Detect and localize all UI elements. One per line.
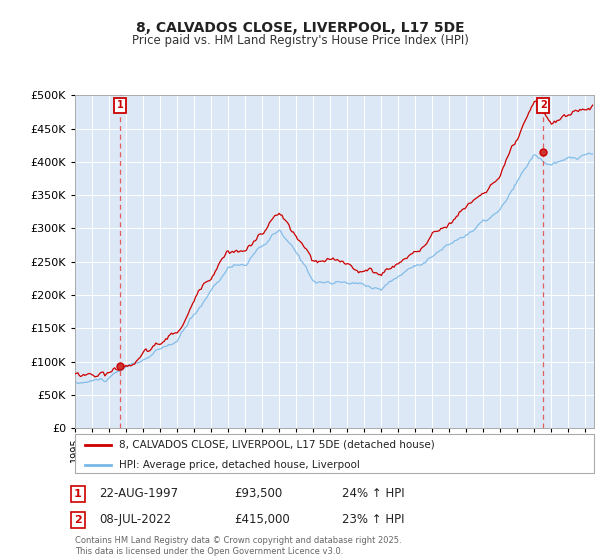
Text: 1: 1 xyxy=(116,100,123,110)
Text: 1: 1 xyxy=(74,489,82,499)
FancyBboxPatch shape xyxy=(75,434,594,473)
Text: Price paid vs. HM Land Registry's House Price Index (HPI): Price paid vs. HM Land Registry's House … xyxy=(131,34,469,46)
Text: HPI: Average price, detached house, Liverpool: HPI: Average price, detached house, Live… xyxy=(119,460,360,470)
Text: 2: 2 xyxy=(74,515,82,525)
Text: 22-AUG-1997: 22-AUG-1997 xyxy=(99,487,178,501)
Text: £415,000: £415,000 xyxy=(234,513,290,526)
Text: 8, CALVADOS CLOSE, LIVERPOOL, L17 5DE (detached house): 8, CALVADOS CLOSE, LIVERPOOL, L17 5DE (d… xyxy=(119,440,435,450)
Text: £93,500: £93,500 xyxy=(234,487,282,501)
Text: 08-JUL-2022: 08-JUL-2022 xyxy=(99,513,171,526)
Text: 8, CALVADOS CLOSE, LIVERPOOL, L17 5DE: 8, CALVADOS CLOSE, LIVERPOOL, L17 5DE xyxy=(136,21,464,35)
Text: 24% ↑ HPI: 24% ↑ HPI xyxy=(342,487,404,501)
Text: 23% ↑ HPI: 23% ↑ HPI xyxy=(342,513,404,526)
Text: Contains HM Land Registry data © Crown copyright and database right 2025.
This d: Contains HM Land Registry data © Crown c… xyxy=(75,536,401,556)
Text: 2: 2 xyxy=(540,100,547,110)
